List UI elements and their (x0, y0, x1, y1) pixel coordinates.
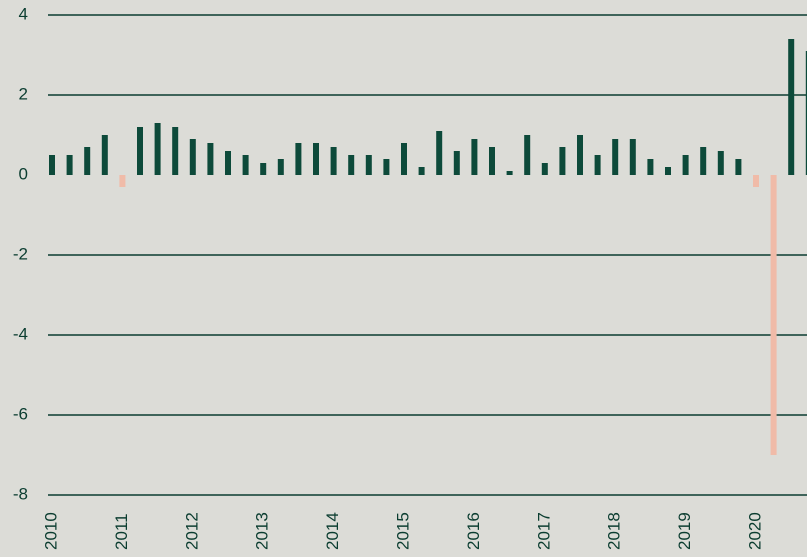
bar (735, 159, 742, 175)
bar (612, 139, 619, 175)
x-tick-label: 2012 (182, 512, 201, 550)
bar (805, 51, 807, 175)
bar (753, 175, 759, 187)
bar (295, 143, 302, 175)
x-tick-label: 2016 (464, 512, 483, 550)
bar (172, 127, 179, 175)
x-tick-label: 2017 (534, 512, 553, 550)
bar (453, 151, 460, 175)
bar (313, 143, 319, 175)
bar (647, 159, 654, 175)
bar (717, 151, 724, 175)
bar (365, 155, 372, 175)
bar (119, 175, 126, 187)
bar (189, 139, 196, 175)
x-tick-label: 2020 (745, 512, 764, 550)
bar (225, 151, 231, 175)
x-tick-label: 2014 (323, 512, 342, 550)
bar (49, 155, 55, 175)
bar (277, 159, 284, 175)
bar (559, 147, 566, 175)
bar (489, 147, 495, 175)
bar (524, 135, 531, 175)
x-tick-label: 2010 (41, 512, 60, 550)
y-tick-label: -8 (13, 484, 28, 503)
bar (101, 135, 108, 175)
bar (436, 131, 443, 175)
y-tick-label: -2 (13, 244, 28, 263)
bar (66, 155, 73, 175)
bar (383, 159, 390, 175)
bar (700, 147, 707, 175)
bar (207, 143, 214, 175)
bar (84, 147, 91, 175)
y-tick-label: 0 (19, 164, 28, 183)
bar (418, 167, 425, 175)
x-tick-label: 2018 (605, 512, 624, 550)
y-tick-label: 2 (19, 84, 28, 103)
bar (770, 175, 777, 455)
bar (471, 139, 478, 175)
bar (541, 163, 548, 175)
y-tick-label: 4 (19, 4, 28, 23)
bar (629, 139, 636, 175)
bar (682, 155, 689, 175)
x-tick-label: 2019 (675, 512, 694, 550)
bar (348, 155, 355, 175)
bar (594, 155, 601, 175)
bar (154, 123, 161, 175)
y-tick-label: -6 (13, 404, 28, 423)
bar (137, 127, 143, 175)
bar (506, 171, 513, 175)
bar (577, 135, 583, 175)
bar (330, 147, 337, 175)
bar (665, 167, 671, 175)
x-tick-label: 2011 (112, 513, 131, 550)
bar (242, 155, 249, 175)
bar (260, 163, 267, 175)
bar (401, 143, 407, 175)
bar (788, 39, 795, 175)
x-tick-label: 2013 (253, 512, 272, 550)
y-tick-label: -4 (13, 324, 28, 343)
x-tick-label: 2015 (393, 512, 412, 550)
